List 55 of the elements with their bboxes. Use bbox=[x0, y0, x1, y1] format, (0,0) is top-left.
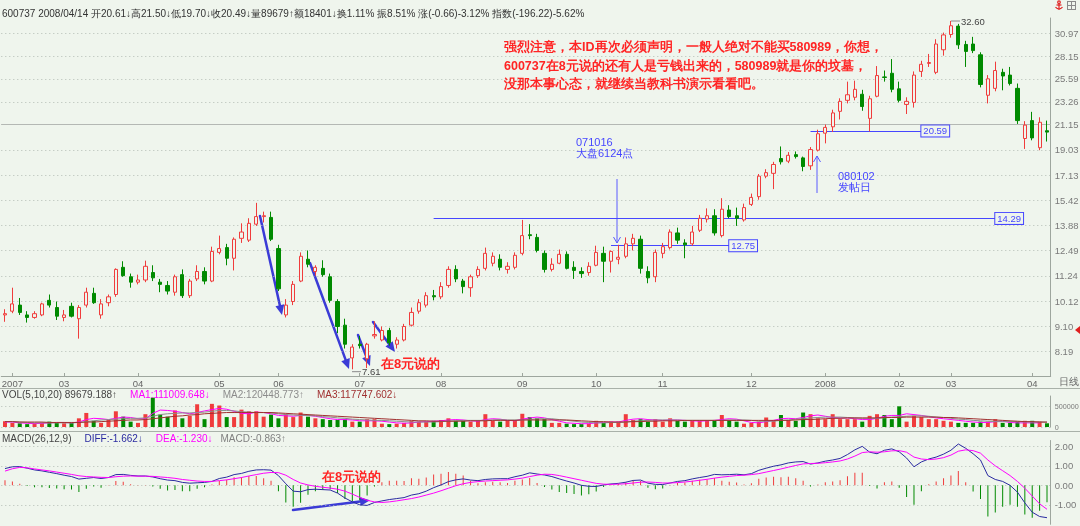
x-tick-label: 12 bbox=[746, 377, 757, 389]
x-tick-label: 03 bbox=[945, 377, 957, 389]
x-tick-label: 04 bbox=[132, 377, 144, 389]
annotation: MACD:-0.863↑ bbox=[220, 433, 287, 444]
chart-title: VOL(5,10,20) 89679.188↑ bbox=[2, 388, 118, 400]
x-tick-label: 02 bbox=[893, 377, 905, 389]
x-tick-label: 03 bbox=[58, 377, 70, 389]
y-tick-label: 28.15 bbox=[1054, 50, 1079, 62]
x-tick-label: 09 bbox=[517, 377, 528, 389]
chart-subtitle: 600737 2008/04/14 开20.61↓高21.50↓低19.70↓收20.49↓量89679↑额18401↓换1.11% 振8.51% 涨(-0.66)-3.12% 指数(-196.22)-5.62% bbox=[2, 7, 585, 19]
annotation: 071016 大盘6124点 bbox=[576, 135, 634, 160]
y-tick-label: 10.12 bbox=[1054, 295, 1079, 307]
y-tick-label: 1.00 bbox=[1054, 460, 1074, 472]
ref-line-label: 12.75 bbox=[731, 240, 756, 252]
y-tick-label: 11.24 bbox=[1054, 270, 1078, 282]
series-label: MA2:120448.773↑ bbox=[222, 388, 304, 400]
annotation: 在8元说的 bbox=[321, 468, 382, 484]
annotation: 没那本事心态，就继续当教科书演示看看吧。 bbox=[503, 76, 764, 91]
series-label: MA3:117747.602↓ bbox=[316, 388, 398, 400]
x-tick-label: 10 bbox=[590, 377, 602, 389]
annotation: 7.61 bbox=[362, 366, 381, 378]
y-tick-label: 0.00 bbox=[1054, 479, 1074, 491]
annotation: 在8元说的 bbox=[380, 355, 441, 371]
annotation: 32.60 bbox=[961, 15, 985, 27]
x-tick-label: 11 bbox=[657, 377, 668, 389]
y-tick-label: 19.03 bbox=[1054, 144, 1079, 156]
y-tick-label: 2.00 bbox=[1054, 440, 1074, 452]
text: DEA:-1.230↓ bbox=[155, 432, 213, 444]
ref-line-label: 14.29 bbox=[997, 212, 1022, 224]
y-tick-label: 23.26 bbox=[1054, 96, 1079, 108]
y-tick-label: 9.10 bbox=[1054, 320, 1074, 332]
annotation: 600737在8元说的还有人是亏钱出来的，580989就是你的坟墓， bbox=[504, 57, 868, 73]
text: 日线 bbox=[1059, 376, 1079, 387]
y-tick-label: 8.19 bbox=[1054, 346, 1074, 358]
y-tick-label: 30.97 bbox=[1054, 27, 1079, 39]
x-tick-label: 06 bbox=[273, 377, 284, 389]
y-tick-label: 17.13 bbox=[1054, 169, 1079, 181]
x-tick-label: 05 bbox=[214, 377, 225, 389]
series-label: MA1:111009.648↓ bbox=[130, 388, 210, 400]
x-tick-label: 2008 bbox=[814, 377, 836, 389]
y-tick-label: 13.88 bbox=[1054, 219, 1079, 231]
annotation: 强烈注意，本ID再次必须声明，一般人绝对不能买580989，你想， bbox=[504, 39, 884, 54]
y-tick-label: 25.59 bbox=[1054, 73, 1079, 85]
chart-title: MACD(26,12,9) bbox=[2, 432, 72, 444]
y-tick-label: -1.00 bbox=[1054, 499, 1077, 511]
text: DIFF:-1.662↓ bbox=[84, 432, 143, 444]
x-tick-label: 08 bbox=[435, 377, 447, 389]
x-tick-label: 07 bbox=[354, 377, 366, 389]
x-tick-label: 04 bbox=[1026, 377, 1038, 389]
y-tick-label: 12.49 bbox=[1054, 245, 1079, 257]
ref-line-label: 20.59 bbox=[923, 125, 948, 137]
y-tick-label: 21.15 bbox=[1054, 119, 1079, 131]
annotation: 080102 发帖日 bbox=[838, 169, 875, 193]
x-tick-label: 2007 bbox=[1, 377, 23, 389]
y-tick-label: 15.42 bbox=[1054, 194, 1079, 206]
